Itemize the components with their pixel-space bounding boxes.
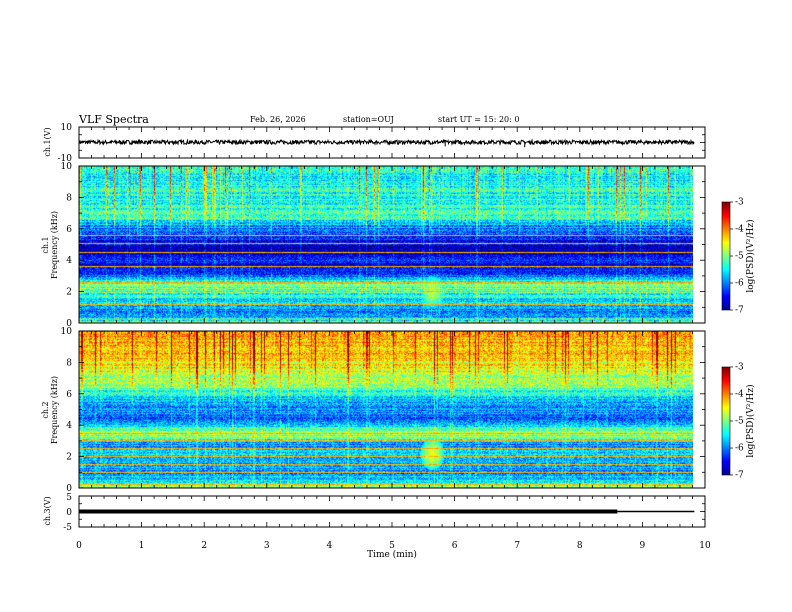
ch1-ytick-bottom: -10: [58, 154, 73, 164]
station-label: station=OUJ: [343, 115, 394, 124]
freq-tick-label: 2: [66, 288, 72, 298]
ch1-spectrogram-panel: 0 2 4 6 8 10 ch.1 Frequency (kHz): [41, 162, 706, 329]
colorbar-tick-label: -5: [735, 252, 744, 262]
ch2-spec-ytick-labels: 0 2 4 6 8 10: [61, 327, 73, 494]
ch1-spec-ytick-labels: 0 2 4 6 8 10: [61, 162, 73, 329]
time-tick-label: 4: [327, 541, 333, 551]
colorbar-tick-label: -7: [735, 306, 744, 316]
freq-tick-label: 6: [66, 390, 72, 400]
time-tick-label: 2: [201, 541, 207, 551]
ch1-colorbar-label: log(PSD)(V²/Hz): [745, 219, 756, 292]
time-axis-label: Time (min): [367, 549, 417, 560]
ch2-colorbar: -3 -4 -5 -6 -7 log(PSD)(V²/Hz): [721, 363, 756, 481]
freq-tick-label: 8: [66, 358, 72, 368]
colorbar-tick-label: -5: [735, 417, 744, 427]
freq-tick-label: 6: [66, 225, 72, 235]
colorbar-tick-label: -3: [735, 363, 744, 373]
freq-tick-label: 0: [66, 484, 72, 494]
time-tick-label: 10: [699, 541, 711, 551]
ch3-ylabel: ch.3(V): [43, 496, 52, 525]
freq-tick-label: 0: [66, 319, 72, 329]
ch1-colorbar-gradient: [721, 201, 731, 311]
freq-tick-label: 4: [66, 421, 72, 431]
colorbar-tick-label: -3: [735, 198, 744, 208]
ch1-spectrogram-image: [79, 166, 693, 323]
ch2-colorbar-label: log(PSD)(V²/Hz): [745, 384, 756, 457]
freq-tick-label: 10: [61, 327, 73, 337]
time-tick-label: 3: [264, 541, 270, 551]
colorbar-tick-label: -6: [735, 444, 744, 454]
ch1-ytick-top: 10: [61, 123, 73, 133]
ch1-colorbar: -3 -4 -5 -6 -7 log(PSD)(V²/Hz): [721, 198, 756, 316]
ch2-spectrogram-panel: 0 2 4 6 8 10 ch.2 Frequency (kHz): [41, 327, 706, 494]
time-tick-label: 5: [389, 541, 395, 551]
ch1-trace-line: [78, 138, 695, 148]
colorbar-tick-label: -4: [735, 225, 744, 235]
ch1-spec-ylabel-frequency: Frequency (kHz): [50, 211, 59, 279]
time-tick-label: 6: [452, 541, 458, 551]
ch1-spec-ylabel-channel: ch.1: [41, 236, 50, 253]
time-tick-label: 8: [577, 541, 583, 551]
ch2-colorbar-ticks: -3 -4 -5 -6 -7: [730, 363, 744, 481]
freq-tick-label: 10: [61, 162, 73, 172]
colorbar-tick-label: -4: [735, 390, 744, 400]
ch2-spec-axis-ticks: [78, 330, 706, 489]
ch1-ylabel: ch.1(V): [43, 127, 52, 156]
freq-tick-label: 4: [66, 256, 72, 266]
ch3-ytick-middle: 0: [66, 508, 72, 518]
ch2-colorbar-gradient: [721, 366, 731, 476]
ch2-spectrogram-image: [79, 331, 693, 488]
ch3-ytick-top: 5: [66, 493, 72, 503]
ch1-axis-ticks: [78, 126, 706, 159]
time-axis-tick-labels: 0 1 2 3 4 5 6 7 8 9 10: [76, 541, 711, 551]
date-label: Feb. 26, 2026: [250, 115, 306, 124]
freq-tick-label: 2: [66, 453, 72, 463]
start-time-label: start UT = 15: 20: 0: [438, 115, 519, 124]
ch3-axis-ticks: [78, 495, 706, 528]
freq-tick-label: 8: [66, 193, 72, 203]
ch3-panel: 5 0 -5 ch.3(V): [43, 493, 706, 533]
time-tick-label: 0: [76, 541, 82, 551]
figure-title: VLF Spectra: [78, 113, 149, 126]
colorbar-tick-label: -6: [735, 279, 744, 289]
colorbar-tick-label: -7: [735, 471, 744, 481]
ch1-spec-axis-ticks: [78, 165, 706, 324]
ch2-spec-ylabel-channel: ch.2: [41, 401, 50, 418]
ch1-waveform-panel: 10 -10 ch.1(V): [43, 123, 706, 164]
ch2-spec-ylabel-frequency: Frequency (kHz): [50, 376, 59, 444]
time-tick-label: 1: [139, 541, 145, 551]
ch1-colorbar-ticks: -3 -4 -5 -6 -7: [730, 198, 744, 316]
time-tick-label: 7: [514, 541, 520, 551]
ch3-ytick-bottom: -5: [63, 523, 72, 533]
time-tick-label: 9: [640, 541, 646, 551]
